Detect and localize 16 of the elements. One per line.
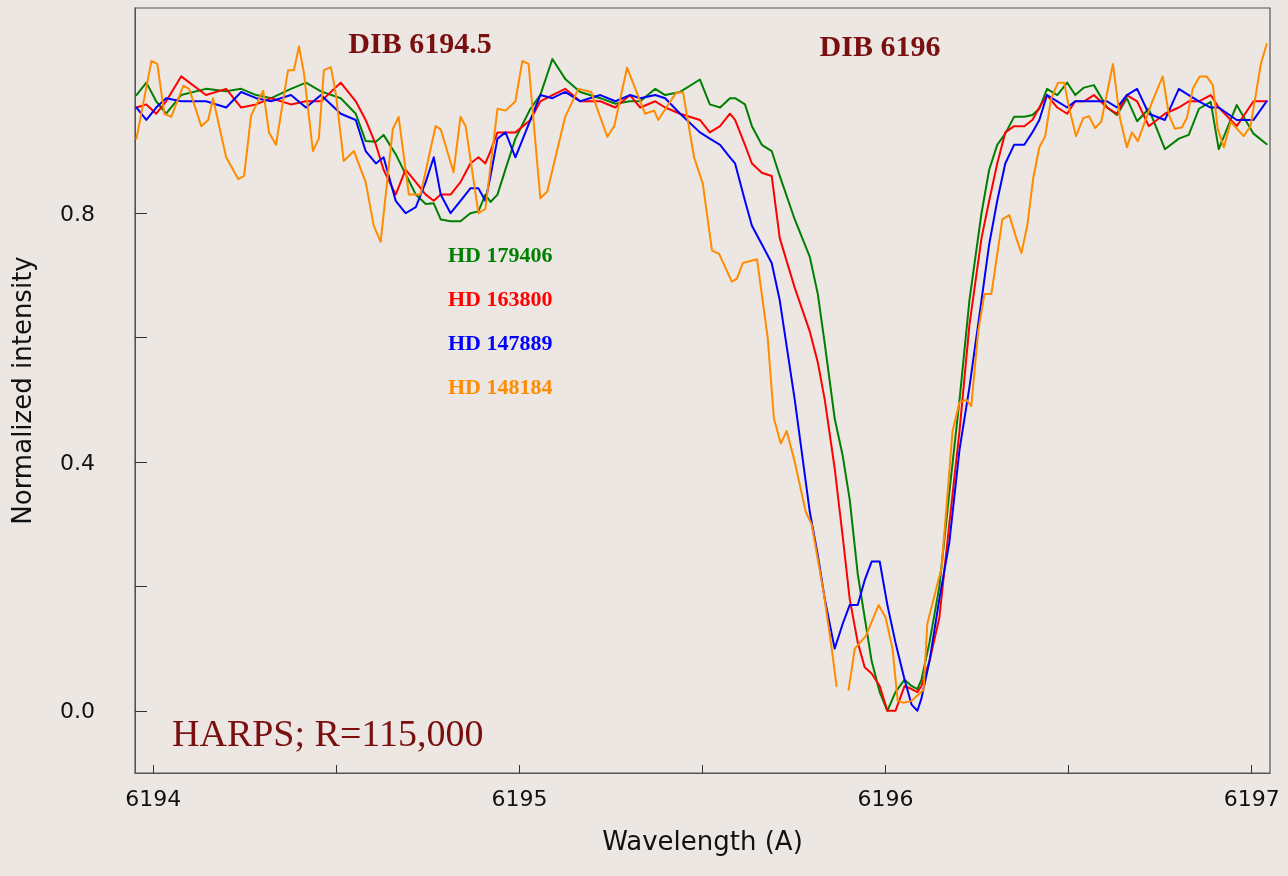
- text: HD 147889: [448, 329, 553, 355]
- y-tick-label: 0.8: [60, 200, 95, 226]
- text: HD 148184: [448, 373, 553, 399]
- x-tick-label: 6196: [857, 785, 914, 811]
- y-tick-label: 0.0: [60, 698, 95, 724]
- x-tick-label: 6195: [491, 785, 548, 811]
- x-axis-title: Wavelength (A): [602, 826, 803, 856]
- annotation: DIB 6194.5: [348, 25, 492, 59]
- text: HD 163800: [448, 285, 553, 311]
- x-tick-label: 6194: [125, 785, 182, 811]
- y-axis-title: Normalized intensity: [7, 256, 37, 525]
- x-tick-label: 6197: [1223, 785, 1280, 811]
- y-tick-label: 0.4: [60, 449, 95, 475]
- annotation: HARPS; R=115,000: [172, 712, 484, 754]
- series-label: HD 179406: [448, 241, 553, 267]
- annotation: DIB 6196: [819, 28, 941, 62]
